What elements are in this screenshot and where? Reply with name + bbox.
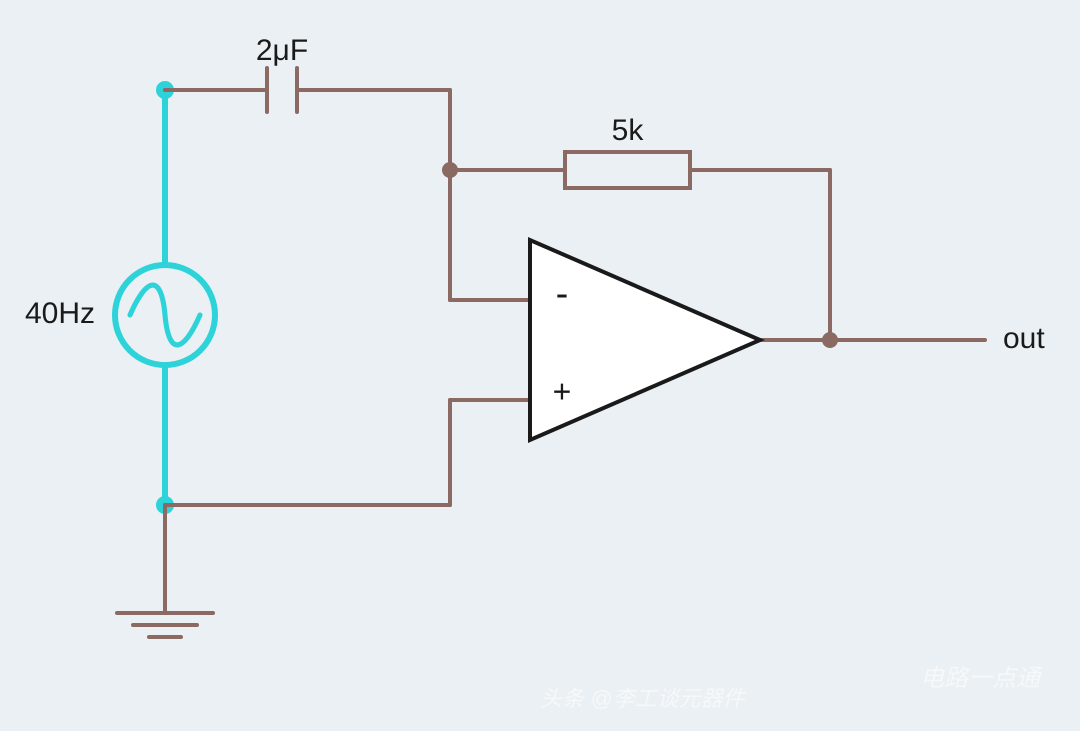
opamp-plus: + xyxy=(553,373,572,409)
output-label: out xyxy=(1003,322,1045,355)
node-inverting xyxy=(442,162,458,178)
capacitor-label: 2μF xyxy=(256,34,308,67)
source-label: 40Hz xyxy=(25,297,95,330)
node-output xyxy=(822,332,838,348)
circuit-diagram: 40Hz2μF5kout-+ 头条 @李工谈元器件 电路一点通 xyxy=(0,0,1080,731)
feedback-resistor xyxy=(565,152,690,188)
opamp-minus: - xyxy=(556,273,569,315)
ac-source-sine xyxy=(130,285,200,345)
opamp xyxy=(530,240,760,440)
resistor-label: 5k xyxy=(612,114,645,147)
